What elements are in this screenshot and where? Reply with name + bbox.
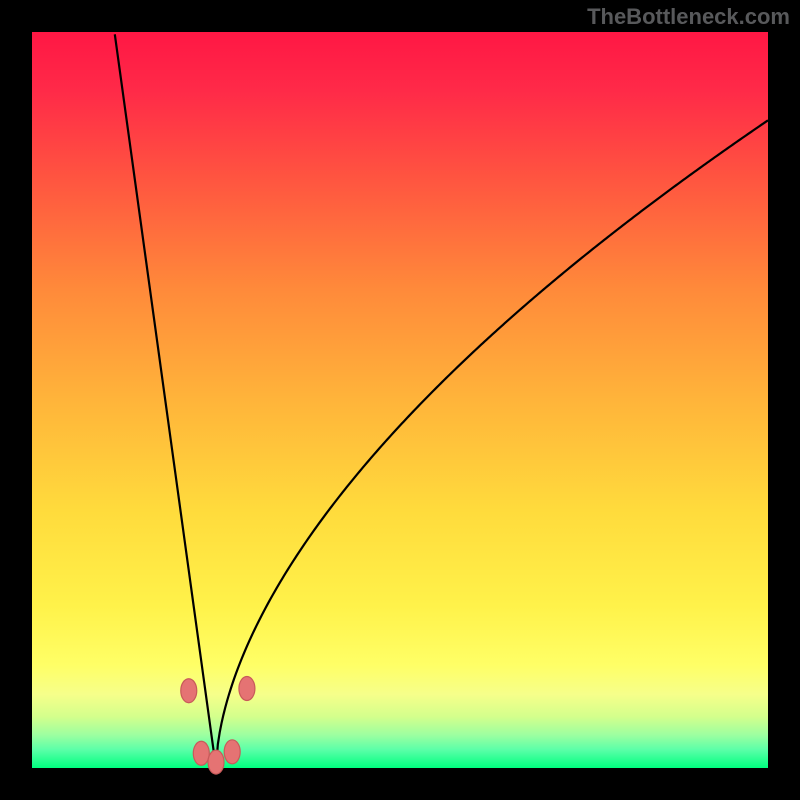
valley-marker-1	[193, 741, 209, 765]
bottleneck-chart	[0, 0, 800, 800]
valley-marker-2	[208, 750, 224, 774]
valley-marker-0	[181, 679, 197, 703]
watermark-text: TheBottleneck.com	[587, 4, 790, 30]
plot-area	[32, 32, 768, 768]
valley-marker-3	[224, 740, 240, 764]
valley-marker-4	[239, 677, 255, 701]
